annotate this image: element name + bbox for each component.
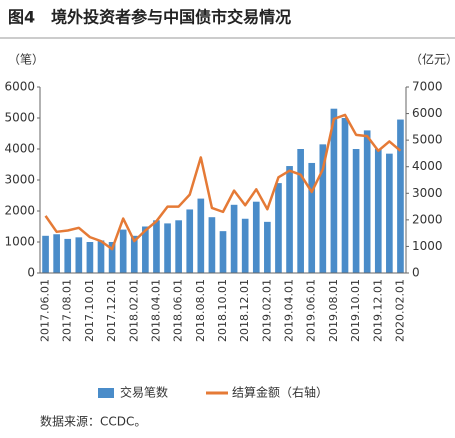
y-tick-label: 1000	[4, 235, 35, 249]
y2-tick-label: 1000	[412, 239, 443, 253]
bar	[42, 235, 49, 273]
bar	[297, 149, 304, 273]
y2-tick-label: 2000	[412, 212, 443, 226]
x-tick-label: 2019.10.01	[349, 279, 362, 342]
x-tick-label: 2018.10.01	[216, 279, 229, 342]
bar	[264, 221, 271, 273]
bar	[330, 108, 338, 273]
bar	[97, 240, 105, 273]
bar	[75, 237, 83, 273]
x-tick-label: 2017.12.01	[105, 279, 118, 342]
y-tick-label: 3000	[4, 173, 35, 187]
y-tick-label: 5000	[4, 111, 35, 125]
y2-tick-label: 6000	[412, 106, 443, 120]
x-tick-label: 2018.02.01	[127, 279, 140, 342]
bar	[230, 204, 238, 273]
bar	[164, 223, 171, 273]
y2-axis-label: （亿元）	[410, 52, 455, 67]
y2-tick-label: 3000	[412, 186, 443, 200]
x-tick-label: 2019.12.01	[371, 279, 384, 342]
x-tick-label: 2018.06.01	[172, 279, 185, 342]
bar	[119, 229, 127, 273]
bar	[275, 183, 282, 273]
bar	[286, 166, 293, 273]
legend-swatch	[98, 388, 114, 398]
x-tick-label: 2017.10.01	[83, 279, 96, 342]
x-tick-label: 2017.06.01	[39, 279, 52, 342]
bar	[186, 209, 194, 273]
bar	[108, 242, 116, 273]
bar	[252, 201, 260, 273]
bar	[308, 162, 316, 273]
chart-title: 图4 境外投资者参与中国债市交易情况	[8, 8, 291, 27]
bar	[374, 149, 382, 273]
bar	[142, 226, 149, 273]
x-tick-label: 2020.02.01	[393, 279, 406, 342]
source: 数据来源：CCDC。	[40, 414, 146, 429]
bar	[341, 118, 349, 273]
bar	[197, 198, 205, 273]
y-tick-label: 2000	[4, 204, 35, 218]
legend-label: 交易笔数	[120, 385, 168, 400]
line	[44, 113, 402, 251]
x-tick-label: 2019.04.01	[283, 279, 296, 342]
x-tick-label: 2019.02.01	[260, 279, 273, 342]
y-tick-label: 4000	[4, 142, 35, 156]
y2-tick-label: 4000	[412, 159, 443, 173]
x-tick-label: 2018.04.01	[149, 279, 162, 342]
x-tick-label: 2018.12.01	[238, 279, 251, 342]
bar	[175, 220, 182, 273]
y2-tick-label: 7000	[412, 80, 443, 94]
legend-label: 结算金额（右轴）	[232, 385, 328, 400]
bar	[386, 153, 393, 273]
bar	[86, 242, 94, 273]
bar	[241, 218, 249, 273]
bar	[219, 231, 227, 273]
bar	[397, 119, 404, 273]
bar	[153, 220, 160, 273]
bar	[319, 144, 327, 273]
y-tick-label: 6000	[4, 80, 35, 94]
x-tick-label: 2019.06.01	[305, 279, 318, 342]
y-axis-label: （笔）	[8, 52, 44, 67]
y2-tick-label: 5000	[412, 133, 443, 147]
bar	[363, 130, 371, 273]
bar	[352, 149, 360, 273]
x-tick-label: 2019.08.01	[327, 279, 340, 342]
y2-tick-label: 0	[412, 266, 420, 280]
bar	[53, 234, 60, 273]
bar	[64, 238, 72, 273]
x-tick-label: 2018.08.01	[194, 279, 207, 342]
x-tick-label: 2017.08.01	[61, 279, 74, 342]
y-tick-label: 0	[27, 266, 35, 280]
bar	[208, 217, 216, 273]
bar	[130, 235, 138, 273]
